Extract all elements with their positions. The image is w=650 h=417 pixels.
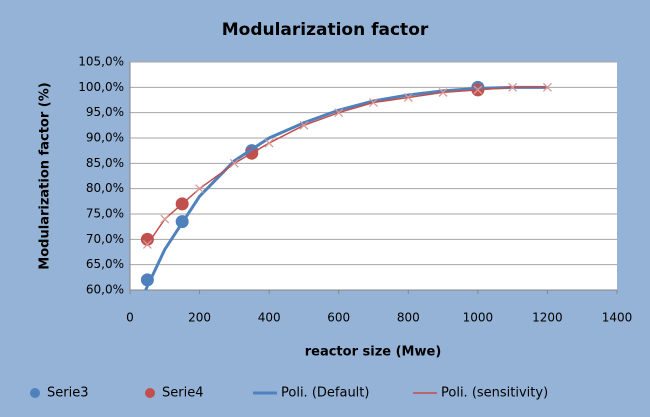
point-cross	[264, 138, 274, 148]
x-tick-label: 400	[258, 311, 281, 325]
point-cross	[508, 82, 518, 92]
point-cross	[299, 120, 309, 130]
point-cross	[473, 85, 483, 95]
y-tick-label: 65,0%	[86, 257, 124, 271]
y-tick-label: 60,0%	[86, 283, 124, 297]
legend-marker	[30, 388, 40, 398]
trend-line	[144, 85, 548, 291]
legend-label: Serie4	[162, 386, 203, 401]
chart-title: Modularization factor	[222, 20, 429, 40]
x-tick-label: 800	[397, 311, 420, 325]
point-cross	[438, 87, 448, 97]
point	[140, 232, 154, 246]
x-tick-label: 1000	[463, 311, 494, 325]
x-tick-label: 1400	[602, 311, 633, 325]
x-axis-label: reactor size (Mwe)	[305, 345, 442, 360]
point-cross	[542, 82, 552, 92]
legend-label: Poli. (Default)	[281, 386, 369, 401]
point-cross	[334, 108, 344, 118]
y-axis-label: Modularization factor (%)	[38, 82, 53, 269]
y-tick-label: 100,0%	[78, 80, 124, 94]
legend-label: Poli. (sensitivity)	[441, 386, 548, 401]
y-tick-label: 80,0%	[86, 181, 124, 195]
point-cross	[160, 214, 170, 224]
y-tick-label: 85,0%	[86, 156, 124, 170]
point-cross	[195, 184, 205, 194]
point-cross	[229, 158, 239, 168]
y-tick-label: 90,0%	[86, 131, 124, 145]
y-tick-label: 95,0%	[86, 105, 124, 119]
point-cross	[403, 93, 413, 102]
x-tick-label: 0	[126, 311, 134, 325]
point-cross	[369, 98, 378, 107]
x-tick-label: 200	[188, 311, 211, 325]
point-cross	[142, 239, 152, 249]
legend-label: Serie3	[47, 386, 88, 401]
y-tick-label: 105,0%	[78, 55, 124, 69]
x-tick-label: 600	[327, 311, 350, 325]
legend-marker	[145, 388, 155, 398]
x-tick-label: 1200	[532, 311, 563, 325]
y-tick-label: 70,0%	[86, 232, 124, 246]
y-tick-label: 75,0%	[86, 207, 124, 221]
plot-area	[130, 62, 617, 290]
